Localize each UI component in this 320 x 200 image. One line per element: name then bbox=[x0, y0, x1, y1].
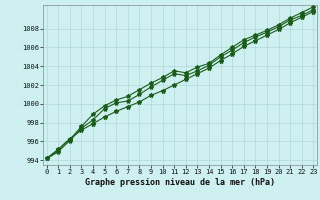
X-axis label: Graphe pression niveau de la mer (hPa): Graphe pression niveau de la mer (hPa) bbox=[85, 178, 275, 187]
